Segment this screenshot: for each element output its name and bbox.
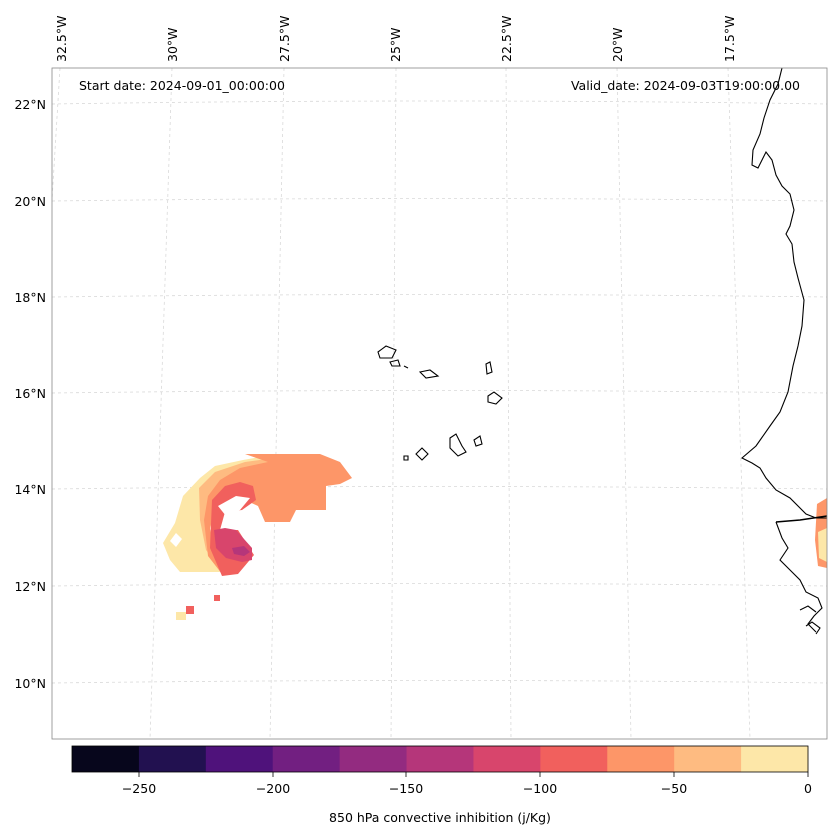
lat-label-14n: 14°N: [14, 482, 46, 497]
cin-east-edge-yellow: [818, 528, 827, 562]
lat-label-22n: 22°N: [14, 97, 46, 112]
parallel-12n: [51, 583, 828, 587]
parallel-18n: [51, 294, 828, 298]
meridian-22-5w: [505, 67, 512, 740]
colorbar-bin: [272, 746, 341, 772]
start-date-label: Start date: 2024-09-01_00:00:00: [79, 78, 285, 93]
parallel-22n: [51, 100, 828, 105]
colorbar-bin: [72, 746, 140, 772]
africa-coastline: [741, 67, 827, 519]
colorbar-tick-labels: −250 −200 −150 −100 −50 0: [122, 781, 812, 796]
lat-label-18n: 18°N: [14, 290, 46, 305]
colorbar-bin: [741, 746, 809, 772]
lon-label-32-5w: 32.5°W: [54, 16, 69, 62]
lon-label-20w: 20°W: [610, 27, 625, 62]
cape-verde-santa-luzia: [403, 365, 409, 369]
map-panel: Start date: 2024-09-01_00:00:00 Valid_da…: [51, 67, 828, 740]
colorbar-bin: [473, 746, 541, 772]
cin-contour-field: [163, 454, 827, 620]
cape-verde-sao-nicolau: [418, 369, 440, 379]
cbar-tick-label-250: −250: [122, 781, 156, 796]
cin-blob-south-3: [214, 595, 220, 601]
cin-contour-125-to-150: [232, 546, 250, 556]
cape-verde-sal: [485, 361, 493, 375]
parallel-20n: [51, 198, 828, 202]
cin-blob-south-2: [186, 606, 194, 614]
cbar-tick-label-0: 0: [804, 781, 812, 796]
colorbar-bin: [540, 746, 608, 772]
cin-hole-white: [218, 496, 250, 516]
lon-label-22-5w: 22.5°W: [499, 16, 514, 62]
meridian-17-5w: [727, 67, 751, 740]
valid-date-label: Valid_date: 2024-09-03T19:00:00.00: [571, 78, 800, 93]
lon-label-27-5w: 27.5°W: [277, 16, 292, 62]
cbar-tick-label-150: −150: [389, 781, 423, 796]
meridian-25w: [390, 67, 397, 740]
colorbar: −250 −200 −150 −100 −50 0 850 hPa convec…: [71, 745, 812, 825]
cin-blob-south-1: [176, 612, 186, 620]
lat-label-10n: 10°N: [14, 676, 46, 691]
cin-hole-small: [170, 533, 182, 547]
colorbar-bins: [72, 746, 809, 772]
cbar-tick-label-100: −100: [523, 781, 557, 796]
colorbar-bin: [205, 746, 274, 772]
lon-label-25w: 25°W: [388, 27, 403, 62]
cbar-tick-label-200: −200: [256, 781, 290, 796]
meridian-20w: [616, 67, 632, 740]
colorbar-bin: [607, 746, 675, 772]
lon-label-30w: 30°W: [165, 27, 180, 62]
cape-verde-maio: [473, 435, 483, 447]
cape-verde-boa-vista: [487, 391, 503, 405]
colorbar-ticks: [138, 772, 809, 777]
coastlines: [377, 67, 828, 635]
longitude-labels: 32.5°W 30°W 27.5°W 25°W 22.5°W 20°W 17.5…: [54, 16, 737, 62]
colorbar-label: 850 hPa convective inhibition (j/Kg): [329, 810, 551, 825]
colorbar-bin: [674, 746, 742, 772]
cbar-tick-label-50: −50: [661, 781, 687, 796]
colorbar-bin: [339, 746, 408, 772]
cape-verde-santo-antao: [377, 345, 397, 359]
colorbar-bin: [138, 746, 207, 772]
meridian-32-5w: [51, 67, 61, 201]
cape-verde-santiago: [449, 433, 467, 457]
lat-label-16n: 16°N: [14, 386, 46, 401]
guinea-bissau-coast: [775, 521, 823, 633]
lat-label-20n: 20°N: [14, 194, 46, 209]
parallel-16n: [51, 390, 828, 394]
bijagos-islands: [799, 605, 821, 635]
parallel-10n: [51, 680, 828, 684]
senegal-gambia-border: [775, 515, 828, 523]
cape-verde-sao-vicente: [389, 359, 401, 367]
map-frame: [51, 67, 828, 740]
colorbar-frame: [71, 745, 809, 773]
meridian-30w: [149, 67, 173, 740]
graticule: [51, 67, 828, 740]
latitude-labels: 22°N 20°N 18°N 16°N 14°N 12°N 10°N: [14, 97, 46, 691]
meridian-27-5w: [269, 67, 285, 740]
lat-label-12n: 12°N: [14, 579, 46, 594]
cape-verde-brava: [403, 455, 409, 461]
cin-contour-0-to-25: [163, 454, 300, 572]
map-background: [52, 68, 827, 739]
parallel-14n: [51, 486, 828, 490]
lon-label-17-5w: 17.5°W: [722, 16, 737, 62]
colorbar-bin: [406, 746, 474, 772]
cape-verde-fogo: [415, 447, 429, 461]
